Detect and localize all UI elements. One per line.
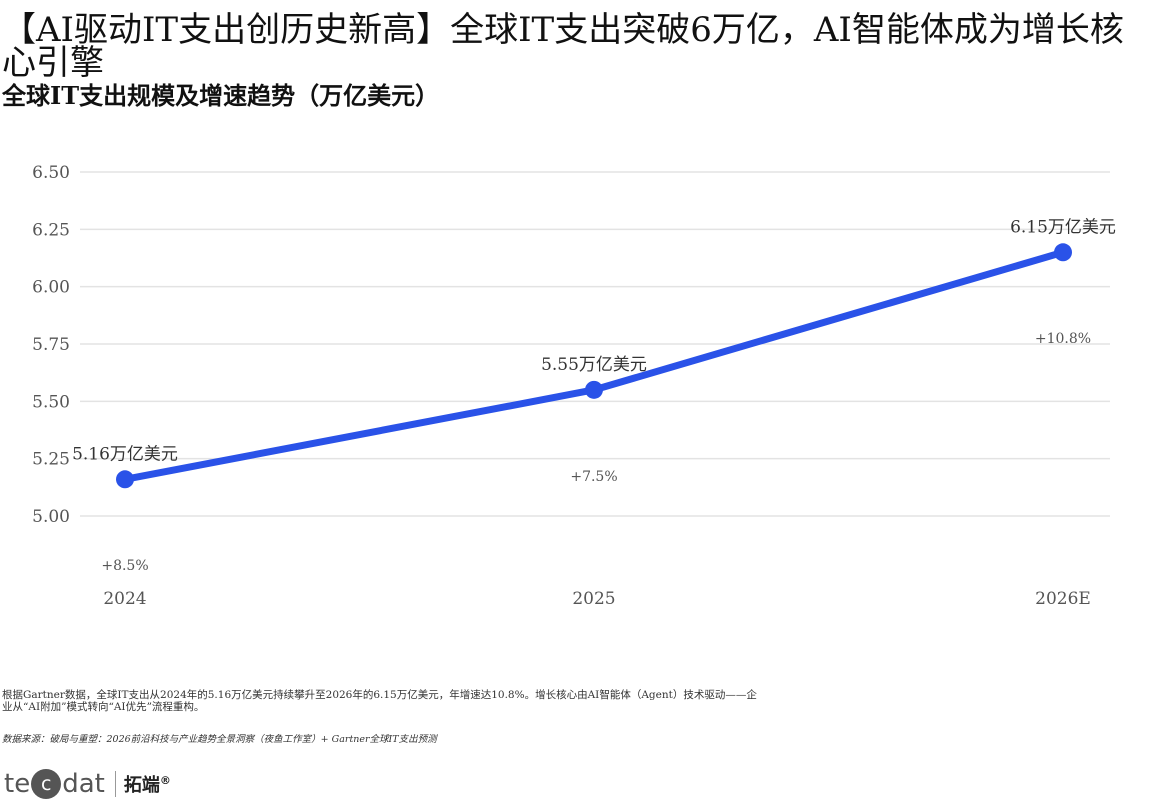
- y-tick-label: 6.50: [32, 163, 70, 183]
- data-point: [116, 470, 134, 489]
- y-tick-label: 6.25: [32, 220, 70, 240]
- chart-note: 根据Gartner数据，全球IT支出从2024年的5.16万亿美元持续攀升至20…: [2, 689, 757, 713]
- y-tick-label: 6.00: [32, 278, 70, 298]
- y-tick-label: 5.25: [32, 450, 70, 470]
- growth-label: +8.5%: [101, 558, 148, 574]
- tecdat-logo: te c dat 拓端®: [4, 764, 171, 804]
- growth-label: +7.5%: [570, 469, 617, 485]
- logo-circle-icon: c: [31, 769, 62, 799]
- data-label: 5.55万亿美元: [541, 355, 647, 375]
- y-tick-label: 5.75: [32, 335, 70, 355]
- logo-divider: [114, 771, 116, 797]
- chart-headline: 【AI驱动IT支出创历史新高】全球IT支出突破6万亿，AI智能体成为增长核心引擎: [2, 10, 1124, 83]
- growth-label: +10.8%: [1035, 331, 1091, 347]
- logo-wordmark: te c dat: [4, 769, 105, 799]
- data-source: 数据来源：破局与重塑：2026前沿科技与产业趋势全景洞察（夜鱼工作室）+ Gar…: [2, 734, 437, 745]
- logo-chinese-name: 拓端®: [123, 774, 171, 796]
- x-tick-label: 2024: [103, 589, 146, 609]
- y-tick-label: 5.50: [32, 392, 70, 412]
- logo-text-post: dat: [62, 769, 105, 799]
- logo-text-pre: te: [4, 769, 31, 799]
- x-tick-label: 2025: [572, 589, 615, 609]
- data-label: 5.16万亿美元: [72, 444, 178, 464]
- chart-subtitle: 全球IT支出规模及增速趋势（万亿美元）: [2, 81, 440, 110]
- line-chart: 5.00 5.25 5.50 5.75 6.00 6.25 6.50 2024 2025 2026…: [32, 163, 1116, 609]
- x-tick-label: 2026E: [1035, 589, 1091, 609]
- data-point: [1054, 243, 1072, 262]
- y-tick-label: 5.00: [32, 507, 70, 527]
- data-point: [585, 380, 603, 399]
- data-label: 6.15万亿美元: [1010, 217, 1116, 237]
